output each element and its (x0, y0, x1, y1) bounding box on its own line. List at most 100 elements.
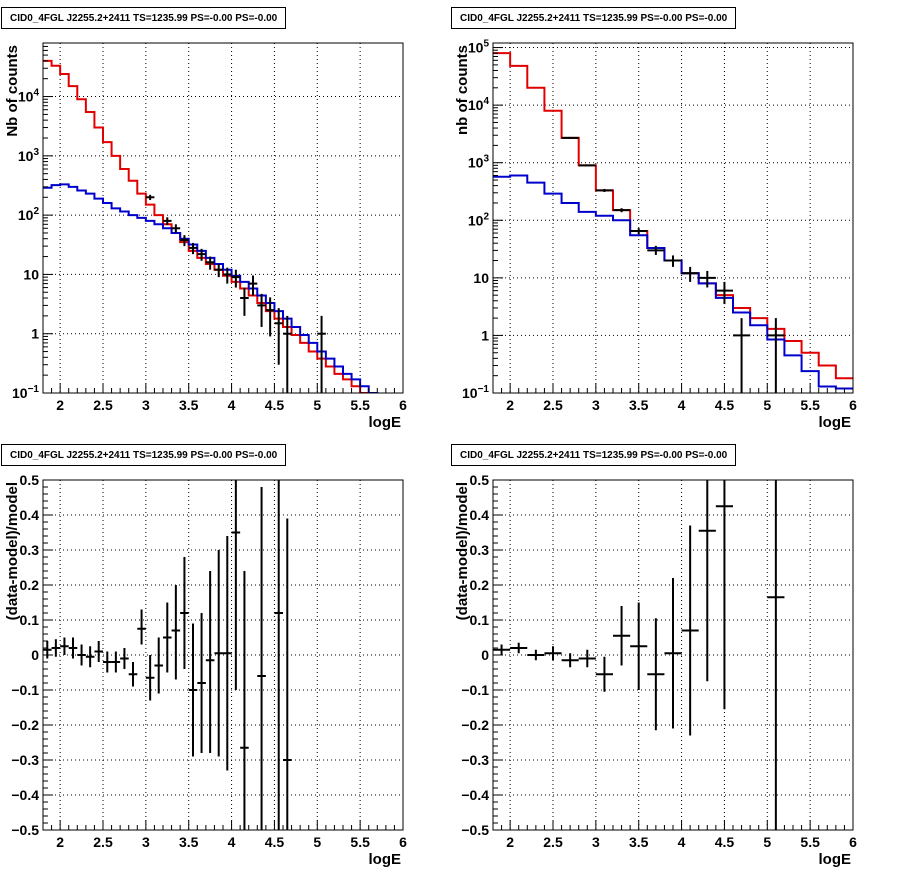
y-tick-label: 0.2 (470, 577, 490, 593)
data-point (647, 618, 665, 731)
data-point (180, 557, 189, 669)
y-tick-label: −0.3 (461, 752, 489, 768)
y-axis: −0.5 −0.4 −0.3 −0.2 −0.1 0 0.1 0.2 0.3 0.4 0.5(dat… (4, 472, 53, 838)
plot-area (43, 480, 292, 830)
data-point (274, 480, 283, 830)
plot-area (43, 59, 379, 393)
y-tick-label: −0.1 (461, 682, 489, 698)
x-tick-label: 4 (228, 834, 236, 850)
x-tick-label: 2.5 (543, 834, 563, 850)
x-tick-label: 4.5 (265, 834, 285, 850)
y-tick-label: 1 (31, 326, 39, 342)
panel-title-4: CID0_4FGL J2255.2+2411 TS=1235.99 PS=-0.… (451, 444, 737, 466)
data-point (248, 275, 258, 296)
x-tick-label: 4 (678, 397, 686, 413)
x-tick-label: 3.5 (629, 834, 649, 850)
data-point (171, 585, 181, 680)
x-tick-label: 5.5 (350, 397, 370, 413)
y-tick-label: 0.5 (470, 472, 490, 488)
data-point (274, 308, 283, 365)
x-tick-label: 2.5 (93, 397, 113, 413)
x-tick-label: 3 (142, 397, 150, 413)
y-tick-label: 103 (18, 147, 40, 164)
data-point (578, 164, 596, 167)
x-tick-label: 2 (506, 834, 514, 850)
data-point (145, 194, 155, 200)
data-point (561, 136, 579, 139)
data-point (223, 536, 232, 771)
data-point (613, 606, 631, 666)
panel-4: 2 2.5 3 3.5 4 4.5 5 5.5 6logE−0.5−0.4−0.3−0.2−0.… (454, 472, 857, 868)
data-point (630, 228, 648, 235)
data-point (43, 641, 52, 659)
data-point (137, 609, 146, 645)
x-tick-label: 6 (849, 397, 857, 413)
y-axis-label: nb of counts (454, 45, 471, 135)
x-tick-label: 4.5 (715, 397, 735, 413)
y-tick-label: 0.2 (20, 577, 40, 593)
data-point (231, 269, 241, 288)
data-point (197, 248, 206, 261)
y-tick-label: 0.5 (20, 472, 40, 488)
y-tick-label: 10−1 (12, 384, 39, 401)
data-point (188, 623, 198, 757)
panel-3: 2 2.5 3 3.5 4 4.5 5 5.5 6logE−0.5−0.4−0.3−0.2−0.… (4, 472, 407, 868)
x-axis-label: logE (819, 414, 852, 431)
data-point (223, 267, 232, 284)
data-point (681, 266, 699, 282)
data-point (128, 662, 138, 687)
model-component-histogram (43, 183, 379, 393)
y-tick-label: 1 (481, 327, 489, 343)
x-tick-label: 6 (399, 834, 407, 850)
plot-area (493, 52, 853, 393)
x-tick-label: 5.5 (800, 397, 820, 413)
data-point (231, 480, 241, 690)
y-tick-label: 0 (31, 647, 39, 663)
data-point (698, 480, 716, 682)
data-point (85, 646, 95, 668)
data-point (698, 270, 716, 288)
y-tick-label: 103 (468, 154, 490, 171)
data-point (578, 649, 596, 668)
y-tick-label: −0.3 (11, 752, 39, 768)
data-point (214, 263, 223, 278)
y-tick-label: 105 (468, 39, 490, 56)
data-point (493, 644, 511, 655)
data-point (145, 655, 155, 701)
data-point (205, 571, 215, 753)
x-tick-label: 4 (678, 834, 686, 850)
y-tick-label: 0.1 (20, 612, 40, 628)
data-point (197, 613, 206, 753)
plot-frame (42, 42, 404, 394)
x-tick-label: 4.5 (715, 834, 735, 850)
data-point (510, 642, 528, 654)
data-point (664, 255, 682, 267)
x-tick-label: 3 (592, 834, 600, 850)
y-tick-label: −0.5 (11, 822, 39, 838)
y-tick-label: 104 (468, 96, 490, 113)
y-tick-label: 10−1 (462, 384, 489, 401)
y-tick-label: 10 (473, 270, 489, 286)
y-tick-label: 102 (18, 206, 40, 223)
grid (43, 480, 403, 830)
data-point (77, 644, 86, 666)
data-point (240, 287, 249, 316)
panel-title-2: CID0_4FGL J2255.2+2411 TS=1235.99 PS=-0.… (451, 7, 737, 29)
data-point (715, 480, 733, 710)
data-point (214, 550, 223, 757)
x-tick-label: 2.5 (93, 834, 113, 850)
data-point (60, 637, 69, 655)
x-tick-label: 6 (849, 834, 857, 850)
x-tick-label: 2 (506, 397, 514, 413)
y-tick-label: −0.5 (461, 822, 489, 838)
data-point (171, 224, 181, 233)
x-axis-label: logE (369, 414, 402, 431)
data-point (154, 637, 163, 694)
y-tick-label: 0.3 (470, 542, 490, 558)
